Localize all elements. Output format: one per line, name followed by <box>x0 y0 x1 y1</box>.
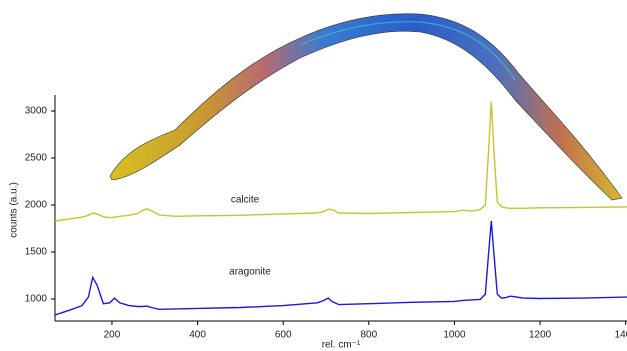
x-axis-label: rel. cm⁻¹ <box>322 340 361 351</box>
shell-highlight <box>299 21 516 81</box>
x-tick-label: 600 <box>275 330 292 341</box>
series-label: aragonite <box>229 267 271 278</box>
x-tick-label: 1200 <box>529 330 552 341</box>
series-line <box>55 101 627 222</box>
plot-area <box>55 101 627 316</box>
y-tick-label: 1000 <box>25 294 48 305</box>
y-tick-label: 1500 <box>25 247 48 258</box>
x-tick-label: 400 <box>189 330 206 341</box>
y-axis-label: counts (a.u.) <box>9 182 20 238</box>
series-label: calcite <box>231 195 260 206</box>
y-tick-label: 3000 <box>25 106 48 117</box>
x-tick-label: 200 <box>104 330 121 341</box>
y-tick-label: 2000 <box>25 200 48 211</box>
series-line <box>55 220 627 316</box>
x-tick-label: 1000 <box>443 330 466 341</box>
x-tick-label: 1400 <box>615 330 627 341</box>
y-tick-label: 2500 <box>25 153 48 164</box>
x-tick-label: 800 <box>360 330 377 341</box>
shell-image <box>109 13 623 201</box>
